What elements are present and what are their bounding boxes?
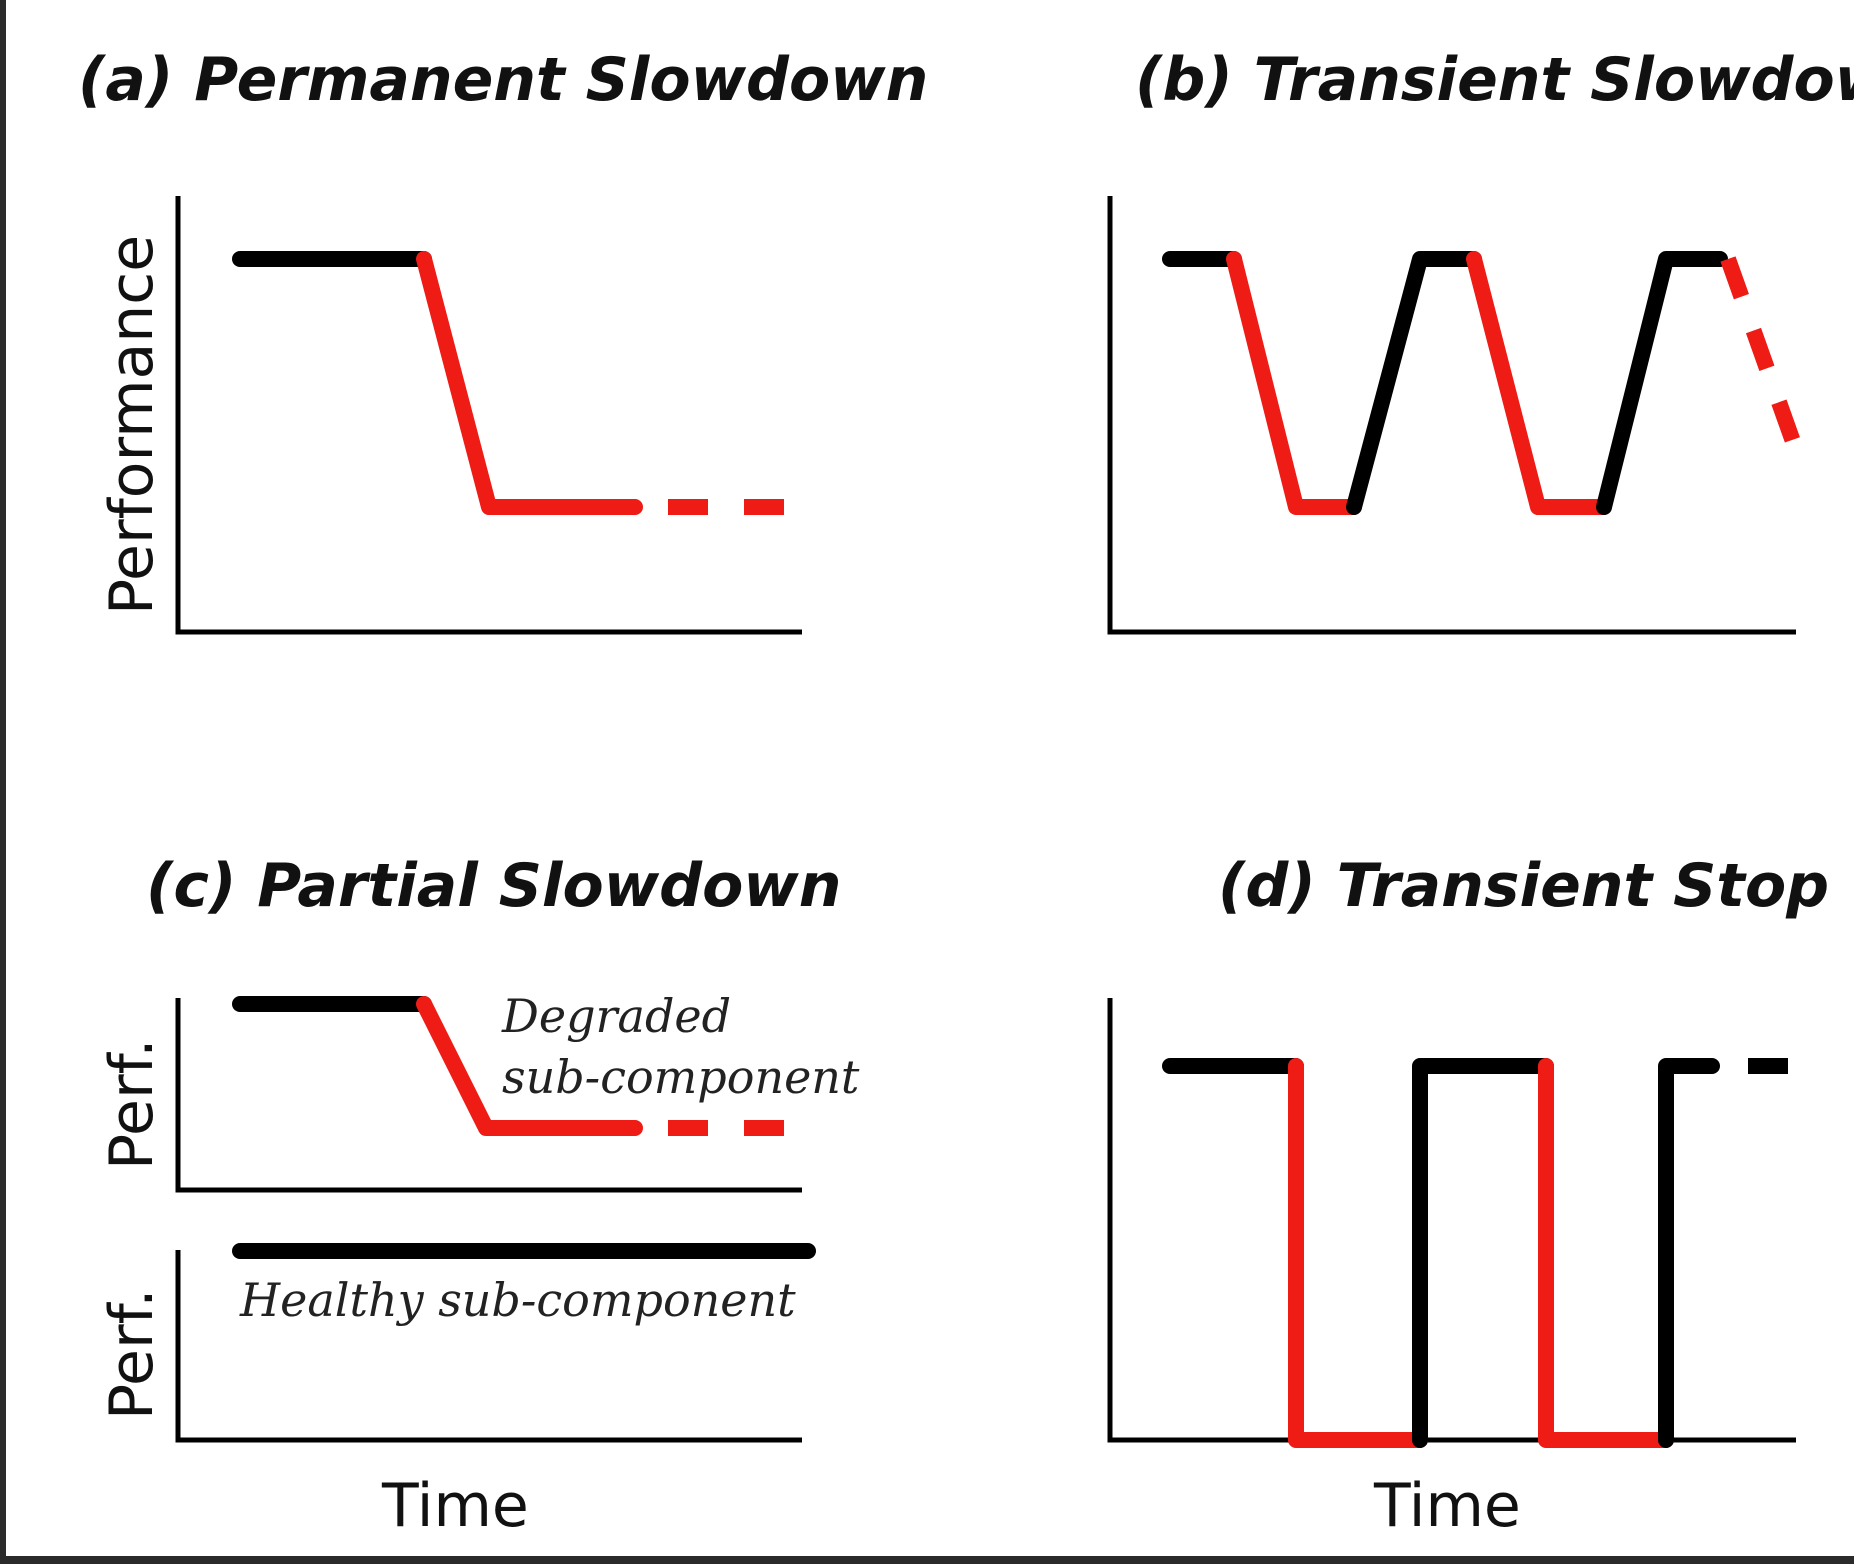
panel-d-recovery-segment-2 bbox=[1658, 1058, 1720, 1448]
panel-d-xlabel: Time bbox=[1373, 1471, 1521, 1541]
panel-d-recovery-segment-1 bbox=[1412, 1058, 1554, 1448]
panel-b-recovery-segment-1 bbox=[1346, 251, 1482, 515]
panel-a-title: (a) Permanent Slowdown bbox=[78, 45, 928, 115]
panel-d-stop-segment-2 bbox=[1538, 1058, 1674, 1448]
panel-c-ylabel-top: Perf. bbox=[97, 1039, 167, 1170]
panel-b: (b) Transient Slowdown bbox=[1107, 45, 1854, 635]
left-border bbox=[0, 0, 6, 1564]
panel-c: (c) Partial Slowdown Perf. Degraded sub-… bbox=[97, 851, 860, 1541]
panel-c-title: (c) Partial Slowdown bbox=[146, 851, 841, 921]
panel-b-slowdown-segment-1 bbox=[1226, 251, 1362, 515]
panel-b-slowdown-segment-2 bbox=[1466, 251, 1612, 515]
panel-a-axes bbox=[175, 196, 802, 635]
panel-c-ylabel-bottom: Perf. bbox=[97, 1289, 167, 1420]
panel-d-stop-segment-1 bbox=[1288, 1058, 1428, 1448]
bottom-border bbox=[0, 1556, 1854, 1564]
panel-a-ylabel: Performance bbox=[97, 235, 167, 615]
panel-d-title: (d) Transient Stop bbox=[1218, 851, 1829, 921]
panel-c-degraded-slowdown-line bbox=[416, 996, 643, 1136]
panel-b-recovery-segment-2 bbox=[1596, 251, 1728, 515]
panel-c-xlabel: Time bbox=[381, 1471, 529, 1541]
panel-b-slowdown-continuation bbox=[1720, 256, 1804, 453]
panel-c-annotation-healthy: Healthy sub-component bbox=[239, 1273, 796, 1327]
panel-c-annotation-degraded-line2: sub-component bbox=[502, 1050, 860, 1104]
panel-a-slowdown-line bbox=[416, 251, 643, 515]
panel-b-axes bbox=[1107, 196, 1796, 635]
panel-c-bottom-axes bbox=[175, 1250, 802, 1443]
panel-b-title: (b) Transient Slowdown bbox=[1135, 45, 1854, 115]
panel-a: (a) Permanent Slowdown Performance bbox=[78, 45, 928, 635]
panel-d: (d) Transient Stop Time bbox=[1107, 851, 1829, 1541]
panel-c-top-axes bbox=[175, 998, 802, 1193]
panel-c-annotation-degraded-line1: Degraded bbox=[501, 989, 731, 1043]
